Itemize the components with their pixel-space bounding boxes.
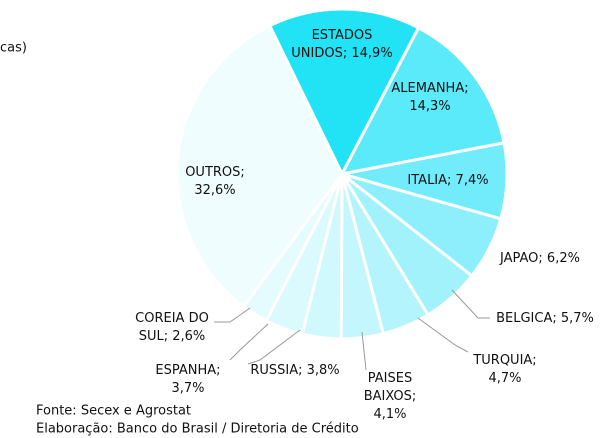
pie-slice	[175, 23, 344, 309]
data-label: BELGICA; 5,7%	[496, 311, 594, 326]
data-label: ESPANHA; 3,7%	[155, 363, 220, 396]
leader-line	[451, 289, 490, 319]
data-label: TURQUIA; 4,7%	[472, 353, 536, 386]
data-label: RUSSIA; 3,8%	[250, 363, 339, 378]
data-label: ITALIA; 7,4%	[407, 173, 488, 188]
data-label: PAISES BAIXOS; 4,1%	[364, 371, 417, 422]
leader-line	[247, 329, 301, 365]
data-label: ALEMANHA; 14,3%	[391, 81, 468, 114]
data-label: JAPAO; 6,2%	[499, 251, 580, 266]
leader-line	[214, 307, 251, 323]
leader-line	[417, 317, 469, 353]
data-label: ESTADOS UNIDOS; 14,9%	[291, 28, 392, 61]
pie-slice	[339, 25, 506, 177]
pie-slice	[267, 7, 421, 178]
leader-line	[229, 323, 269, 361]
data-label: OUTROS; 32,6%	[185, 165, 245, 198]
credit-note: Elaboração: Banco do Brasil / Diretoria …	[36, 422, 359, 437]
chart-title: cas)	[0, 41, 27, 56]
source-note: Fonte: Secex e Agrostat	[36, 404, 191, 419]
leader-line	[361, 331, 367, 371]
data-label: COREIA DO SUL; 2,6%	[135, 311, 209, 344]
